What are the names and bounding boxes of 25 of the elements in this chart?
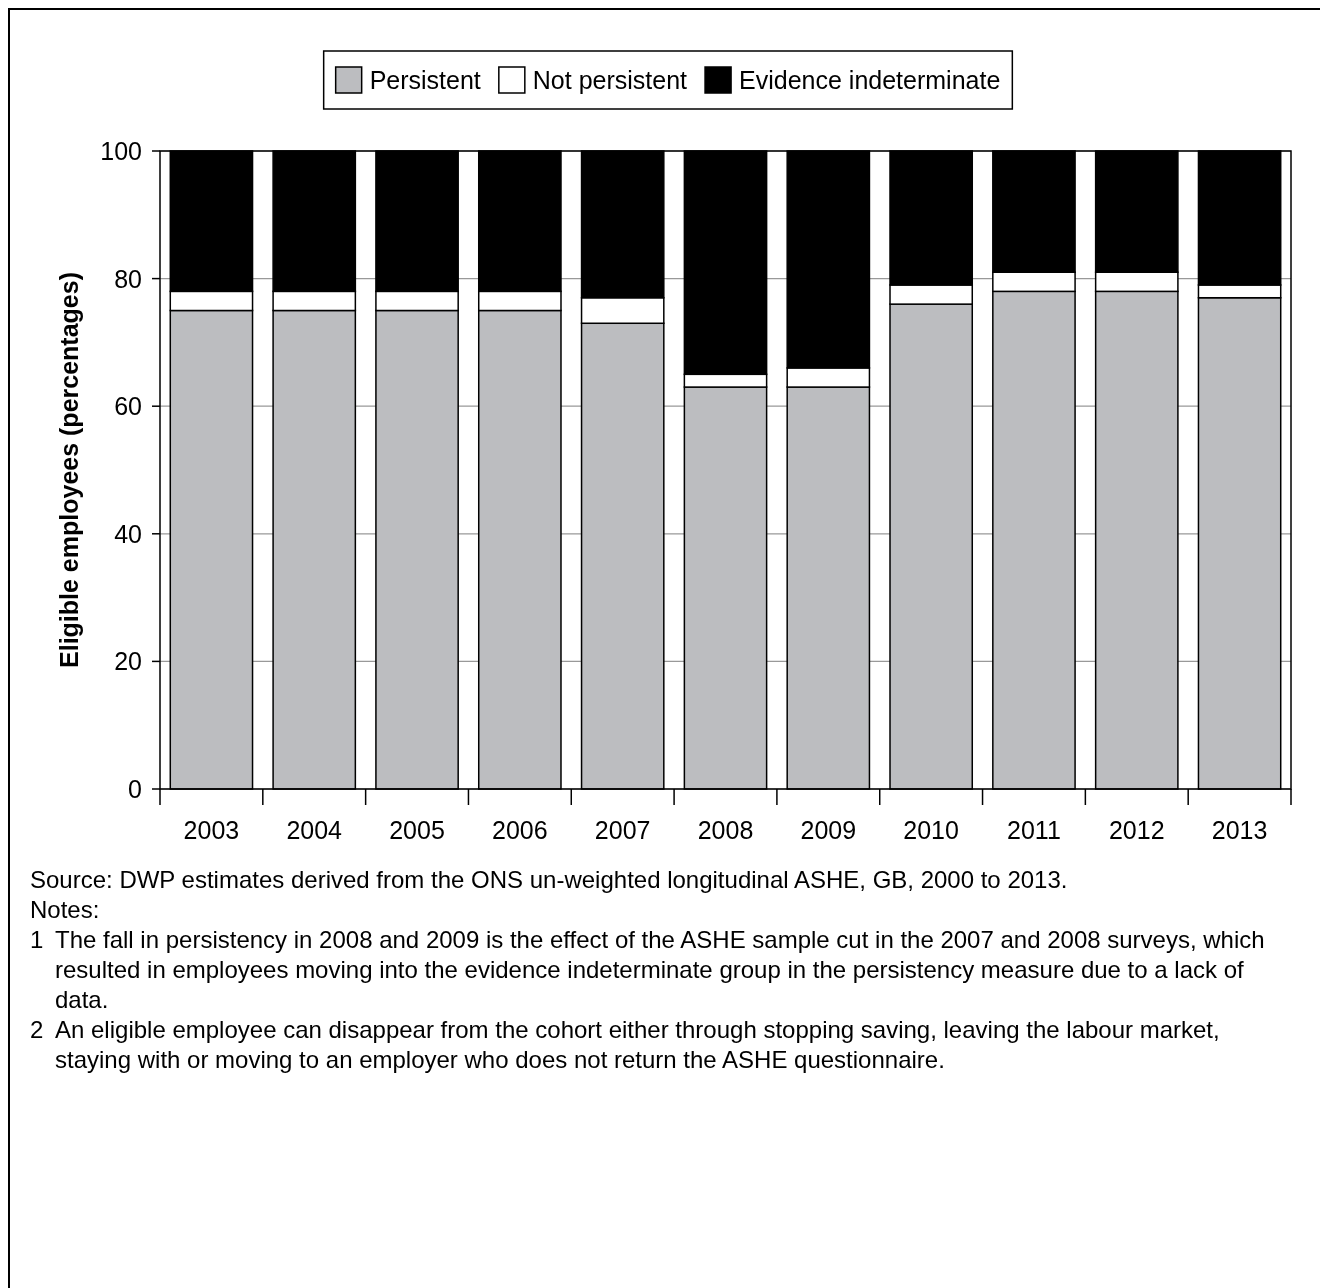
x-tick-label: 2013 [1211,816,1268,844]
x-tick-label: 2010 [903,816,959,844]
x-tick-label: 2008 [697,816,754,844]
text: 2 An eligible employee can disappear from the cohort either through stopping saving, leaving the labour market, staying with or moving to an employer who does not return the ASHE questionnaire. [30,1016,1220,1073]
x-tick-label: 2009 [800,816,857,844]
source-note: Source: DWP estimates derived from the ONS un-weighted longitudinal ASHE, GB, 2000 to 2013. [30,866,1068,893]
y-tick-label: 0 [128,775,142,803]
legend-label: Not persistent [532,66,688,94]
x-tick-label: 2004 [286,816,343,844]
y-tick-label: 80 [114,264,142,293]
legend-label: Evidence indeterminate [739,66,1001,94]
text: Notes: [30,896,100,923]
x-tick-label: 2006 [492,816,548,844]
x-tick-label: 2011 [1007,816,1061,844]
text: 1 The fall in persistency in 2008 and 2009 is the effect of the ASHE sample cut in the 2007 and 2008 surveys, which resulted in employees moving into the evidence indeterminate group in the persistency measure due to a lack of data. [30,926,1265,1013]
y-axis-title: Eligible employees (percentages) [55,272,83,668]
x-tick-label: 2003 [183,816,240,844]
y-tick-label: 20 [114,647,142,676]
x-tick-label: 2007 [594,816,651,844]
x-tick-label: 2012 [1108,816,1165,844]
y-tick-label: 100 [100,137,142,165]
y-tick-label: 60 [114,392,142,421]
legend-label: Persistent [369,66,481,94]
x-tick-label: 2005 [389,816,445,844]
y-tick-label: 40 [114,519,142,548]
